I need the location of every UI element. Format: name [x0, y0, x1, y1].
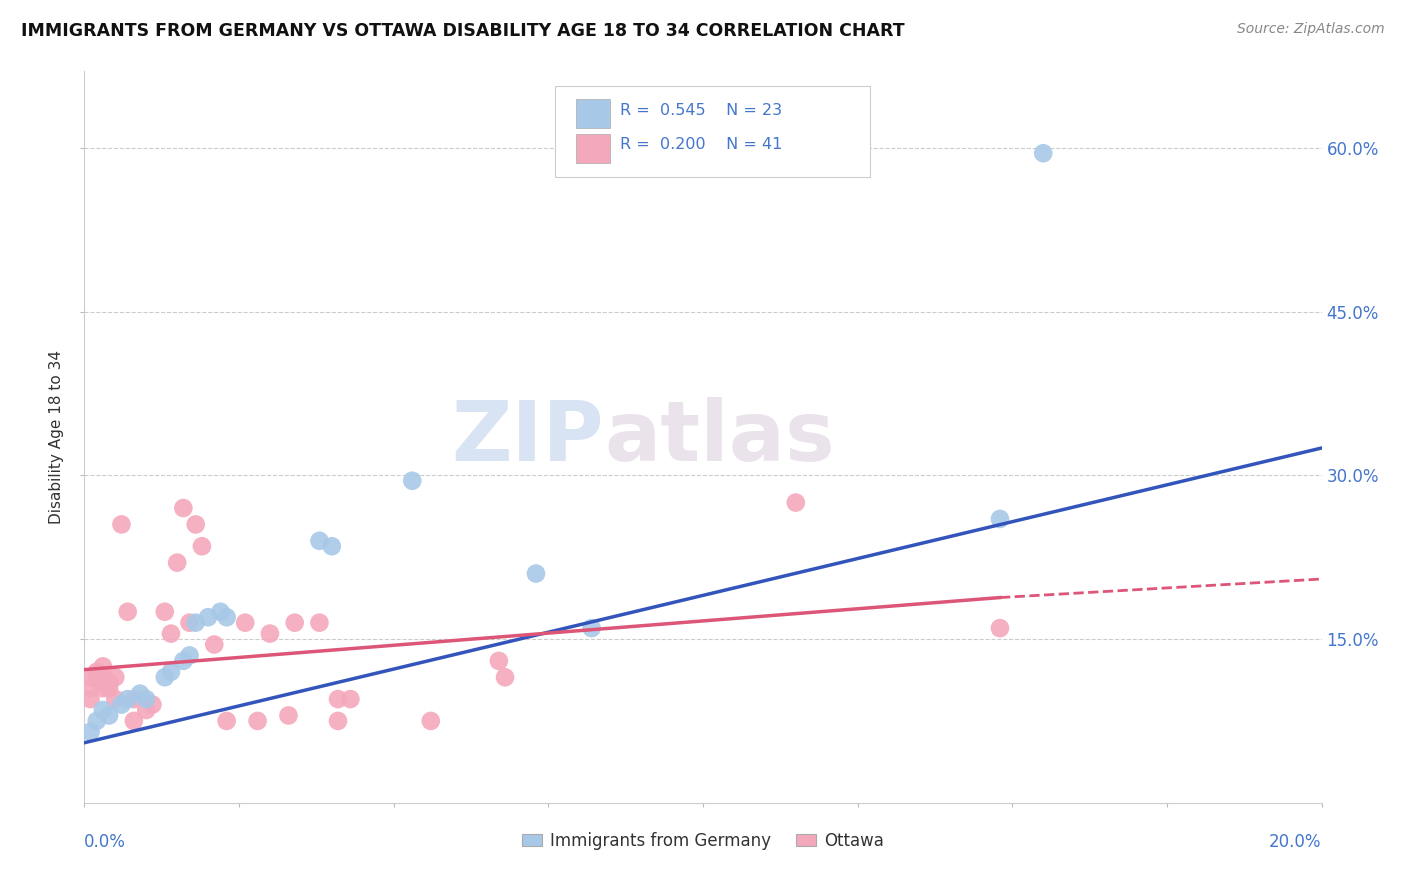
Text: R =  0.200    N = 41: R = 0.200 N = 41	[620, 137, 783, 152]
Point	[160, 665, 183, 679]
Point	[785, 495, 807, 509]
Point	[86, 670, 108, 684]
Point	[153, 605, 176, 619]
Point	[135, 692, 157, 706]
Point	[166, 556, 188, 570]
Point	[179, 648, 201, 663]
Point	[184, 615, 207, 630]
Point	[117, 605, 139, 619]
Point	[191, 539, 214, 553]
Point	[79, 692, 101, 706]
Point	[494, 670, 516, 684]
Text: Source: ZipAtlas.com: Source: ZipAtlas.com	[1237, 22, 1385, 37]
Point	[326, 692, 349, 706]
Point	[122, 714, 145, 728]
Point	[86, 714, 108, 728]
Point	[110, 698, 132, 712]
Point	[197, 610, 219, 624]
Point	[91, 703, 114, 717]
Point	[988, 512, 1011, 526]
Point	[122, 692, 145, 706]
FancyBboxPatch shape	[575, 99, 610, 128]
Point	[98, 708, 121, 723]
Text: R =  0.545    N = 23: R = 0.545 N = 23	[620, 103, 782, 118]
Point	[308, 533, 330, 548]
Point	[308, 615, 330, 630]
Text: IMMIGRANTS FROM GERMANY VS OTTAWA DISABILITY AGE 18 TO 34 CORRELATION CHART: IMMIGRANTS FROM GERMANY VS OTTAWA DISABI…	[21, 22, 904, 40]
Point	[233, 615, 256, 630]
Point	[215, 610, 238, 624]
Point	[91, 681, 114, 695]
Point	[215, 714, 238, 728]
Point	[179, 615, 201, 630]
Y-axis label: Disability Age 18 to 34: Disability Age 18 to 34	[49, 350, 65, 524]
Point	[259, 626, 281, 640]
Point	[141, 698, 163, 712]
Point	[326, 714, 349, 728]
Point	[79, 670, 101, 684]
Point	[153, 670, 176, 684]
Point	[91, 670, 114, 684]
Point	[488, 654, 510, 668]
Point	[104, 692, 127, 706]
Point	[135, 703, 157, 717]
Text: atlas: atlas	[605, 397, 835, 477]
Point	[172, 654, 194, 668]
Point	[284, 615, 307, 630]
Point	[246, 714, 269, 728]
Point	[321, 539, 343, 553]
Point	[401, 474, 423, 488]
Point	[86, 665, 108, 679]
Point	[277, 708, 299, 723]
Point	[79, 724, 101, 739]
FancyBboxPatch shape	[575, 134, 610, 162]
Point	[581, 621, 603, 635]
Point	[172, 501, 194, 516]
Point	[129, 687, 152, 701]
Point	[91, 659, 114, 673]
Point	[988, 621, 1011, 635]
FancyBboxPatch shape	[554, 86, 870, 178]
Point	[98, 675, 121, 690]
Point	[1032, 146, 1054, 161]
Legend: Immigrants from Germany, Ottawa: Immigrants from Germany, Ottawa	[515, 825, 891, 856]
Point	[184, 517, 207, 532]
Point	[524, 566, 547, 581]
Point	[419, 714, 441, 728]
Point	[104, 670, 127, 684]
Point	[110, 517, 132, 532]
Point	[209, 605, 232, 619]
Text: 20.0%: 20.0%	[1270, 833, 1322, 851]
Point	[98, 681, 121, 695]
Point	[117, 692, 139, 706]
Point	[339, 692, 361, 706]
Point	[202, 638, 225, 652]
Text: 0.0%: 0.0%	[84, 833, 127, 851]
Point	[160, 626, 183, 640]
Point	[79, 681, 101, 695]
Text: ZIP: ZIP	[451, 397, 605, 477]
